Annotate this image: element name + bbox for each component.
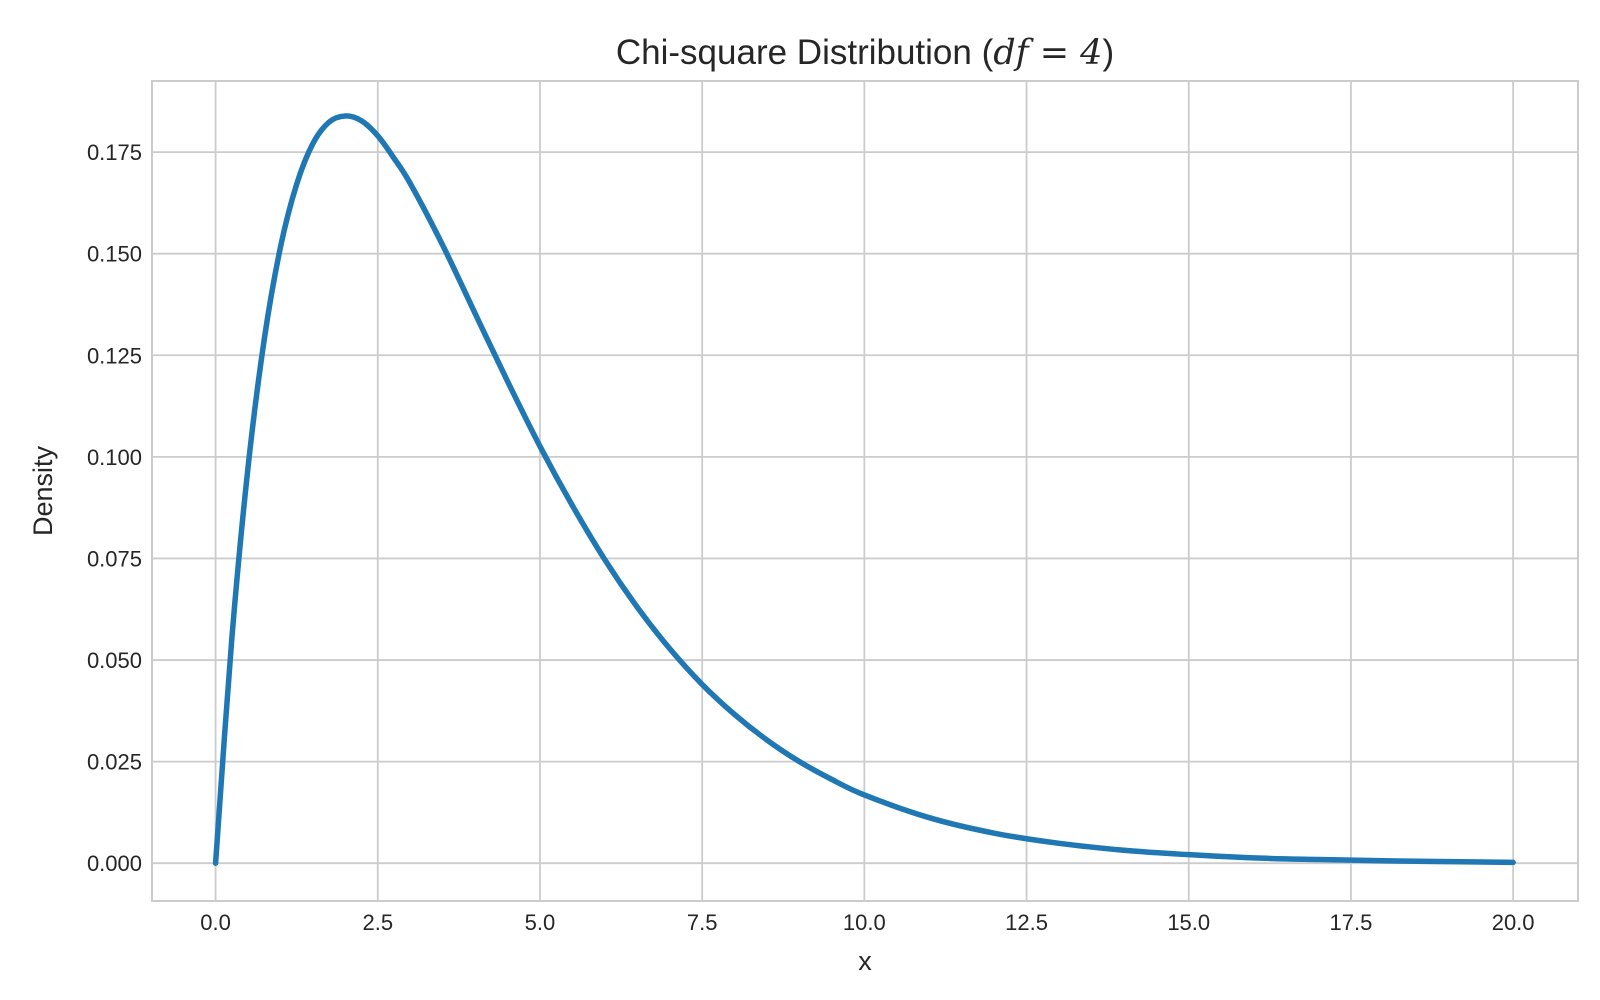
chart-title-math: df = 4 — [993, 33, 1102, 73]
x-axis-label: x — [858, 946, 872, 976]
density-line-series-0 — [212, 113, 1516, 866]
x-tick-label: 7.5 — [687, 910, 718, 935]
x-tick-label: 2.5 — [362, 910, 393, 935]
x-tick-label: 5.0 — [525, 910, 556, 935]
y-tick-label: 0.050 — [87, 648, 142, 673]
chart-title-prefix: Chi-square Distribution ( — [616, 33, 994, 72]
x-tick-label: 17.5 — [1330, 910, 1373, 935]
y-tick-label: 0.125 — [87, 343, 142, 368]
x-tick-label: 15.0 — [1167, 910, 1210, 935]
y-tick-label: 0.025 — [87, 750, 142, 775]
chart-title-suffix: ) — [1102, 33, 1114, 72]
x-tick-label: 20.0 — [1492, 910, 1535, 935]
x-tick-label: 12.5 — [1005, 910, 1048, 935]
y-tick-label: 0.175 — [87, 140, 142, 165]
series-layer — [212, 113, 1516, 866]
y-tick-label: 0.075 — [87, 546, 142, 571]
grid — [152, 81, 1578, 901]
y-tick-label: 0.100 — [87, 445, 142, 470]
x-tick-label: 10.0 — [843, 910, 886, 935]
y-tick-label: 0.150 — [87, 242, 142, 267]
y-tick-label: 0.000 — [87, 851, 142, 876]
plot-frame — [151, 80, 1579, 902]
tick-labels: 0.0 2.5 5.0 7.5 10.0 12.5 15.0 17.5 20.0 0.000 0.0… — [87, 140, 1535, 935]
x-tick-label: 0.0 — [200, 910, 231, 935]
y-axis-label: Density — [28, 445, 58, 536]
chart-title: Chi-square Distribution (df = 4) — [616, 33, 1114, 73]
